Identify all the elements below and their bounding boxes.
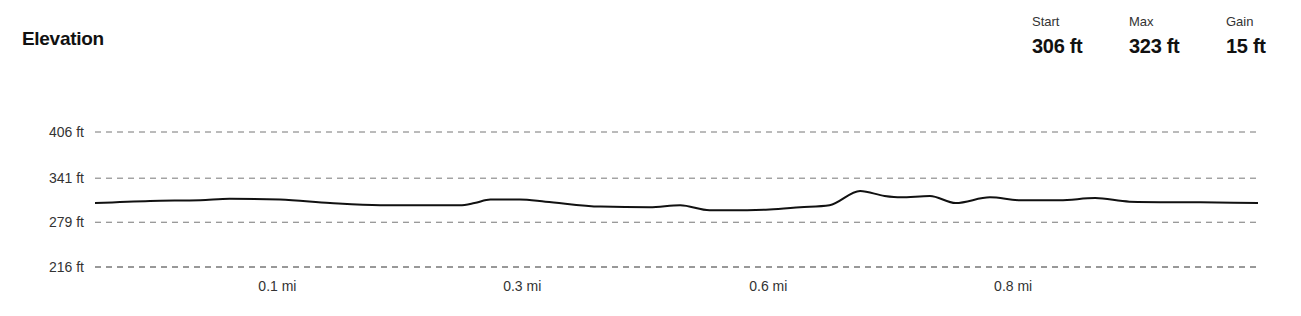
svg-text:0.1 mi: 0.1 mi xyxy=(258,278,296,294)
svg-text:216 ft: 216 ft xyxy=(49,259,84,275)
svg-text:279 ft: 279 ft xyxy=(49,214,84,230)
html-text:306 ft: 306 ft xyxy=(1032,35,1083,57)
svg-text:0.6 mi: 0.6 mi xyxy=(749,278,787,294)
html-text:Gain: Gain xyxy=(1226,14,1254,29)
html-text:15 ft: 15 ft xyxy=(1226,35,1266,57)
svg-text:0.8 mi: 0.8 mi xyxy=(994,278,1032,294)
svg-text:341 ft: 341 ft xyxy=(49,170,84,186)
html-text:Start: Start xyxy=(1032,14,1060,29)
svg-text:406 ft: 406 ft xyxy=(49,124,84,140)
svg-text:0.3 mi: 0.3 mi xyxy=(503,278,541,294)
html-text:Elevation: Elevation xyxy=(22,28,104,49)
html-text:323 ft: 323 ft xyxy=(1129,35,1180,57)
html-text:Max: Max xyxy=(1129,14,1154,29)
